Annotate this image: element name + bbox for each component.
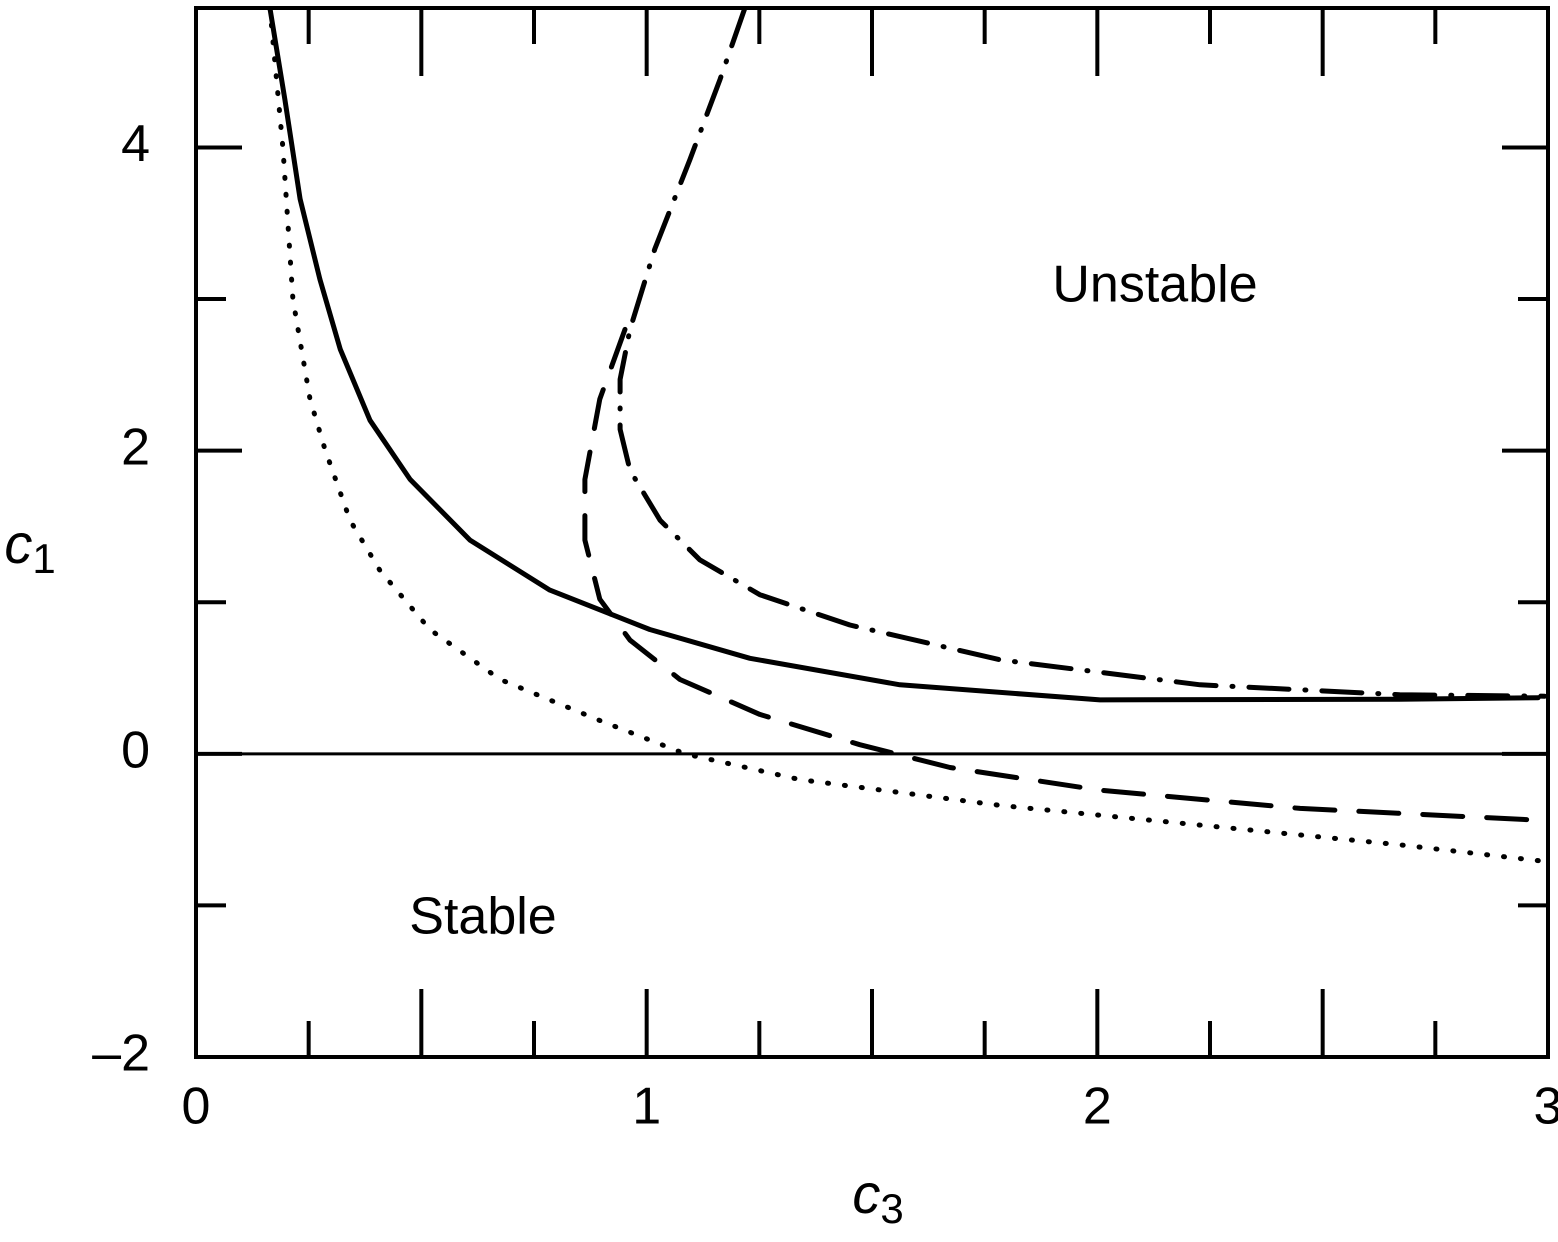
- x-tick-label: 1: [632, 1078, 661, 1136]
- series-line: [582, 326, 1548, 823]
- region-label: Stable: [409, 888, 556, 946]
- y-tick-label: 2: [121, 418, 150, 476]
- x-axis-title-sub: 3: [880, 1185, 903, 1232]
- plot-frame: [194, 6, 1550, 1059]
- y-tick-label: –2: [92, 1025, 150, 1083]
- series-line: [267, 8, 1548, 864]
- y-axis-title-sub: 1: [32, 535, 55, 582]
- x-axis-title-main: c: [852, 1162, 880, 1225]
- x-tick-label: 3: [1534, 1078, 1558, 1136]
- x-tick-label: 2: [1083, 1078, 1112, 1136]
- x-tick-label: 0: [182, 1078, 211, 1136]
- y-tick-label: 0: [121, 722, 150, 780]
- region-label: Unstable: [1052, 256, 1257, 314]
- y-tick-label: 4: [121, 115, 150, 173]
- series-line: [267, 8, 1541, 703]
- y-axis-title: c1: [4, 512, 55, 582]
- series-line: [617, 8, 1548, 699]
- y-axis-title-main: c: [4, 512, 32, 575]
- x-axis-title: c3: [852, 1162, 903, 1232]
